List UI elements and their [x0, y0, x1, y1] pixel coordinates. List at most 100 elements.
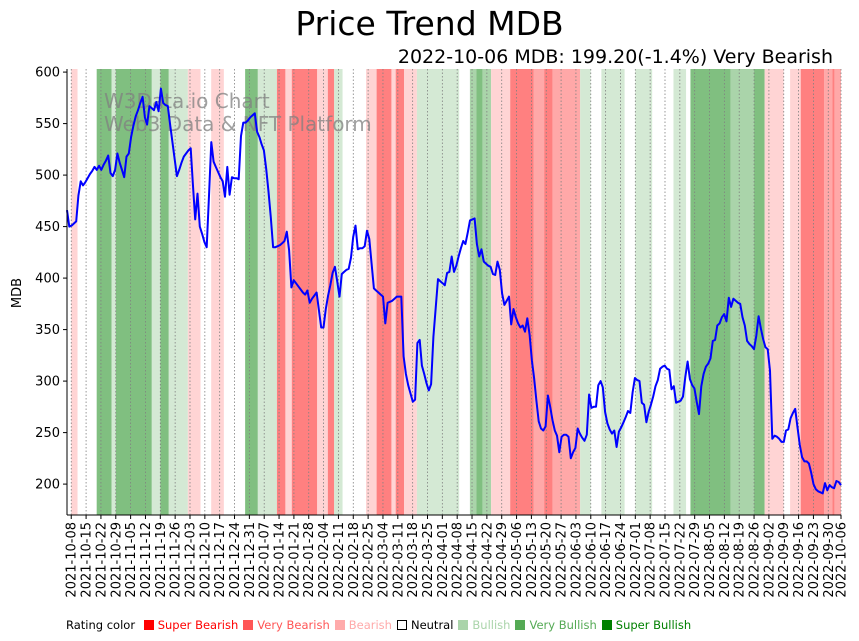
rating-band-bullish [416, 69, 460, 515]
legend-swatch [334, 620, 345, 630]
x-tick-label: 2021-11-12 [139, 522, 154, 598]
x-tick-label: 2021-11-26 [169, 522, 184, 598]
rating-band-neutral [652, 69, 674, 515]
x-tick-label: 2022-04-22 [480, 522, 495, 598]
x-tick-label: 2021-12-31 [243, 522, 258, 598]
x-tick-label: 2021-12-03 [183, 522, 198, 598]
rating-band-neutral [200, 69, 212, 515]
axes [66, 69, 841, 516]
vertical-gridlines [70, 69, 842, 515]
legend-swatch [458, 620, 469, 630]
x-tick-label: 2021-12-17 [213, 522, 228, 598]
x-tick-label: 2022-09-23 [807, 522, 822, 598]
x-tick-label: 2022-09-09 [777, 522, 792, 598]
x-tick-label: 2022-09-02 [762, 522, 777, 598]
x-tick-label: 2022-03-04 [376, 522, 391, 598]
x-tick-label: 2022-06-24 [614, 522, 629, 598]
x-tick-label: 2022-05-13 [525, 522, 540, 598]
y-tick-label: 550 [35, 117, 60, 132]
rating-band-bullish-mid [469, 69, 477, 515]
x-tick-label: 2021-10-08 [65, 522, 80, 598]
rating-band-very-bullish [245, 69, 258, 515]
x-tick-label: 2022-06-03 [569, 522, 584, 598]
legend: Rating color Super Bearish Very Bearish Be… [66, 618, 696, 632]
legend-item: Neutral [396, 618, 454, 632]
legend-item: Very Bullish [515, 618, 597, 632]
rating-band-bullish [580, 69, 591, 515]
y-tick-label: 400 [35, 272, 60, 287]
x-tick-label: 2022-02-18 [347, 522, 362, 598]
legend-swatch [396, 620, 407, 630]
y-tick-label: 350 [35, 323, 60, 338]
x-tick-label: 2022-07-22 [673, 522, 688, 598]
chart-title: Price Trend MDB [295, 4, 564, 43]
x-tick-label: 2022-07-08 [644, 522, 659, 598]
rating-band-bearish-mid [533, 69, 545, 515]
price-series [66, 87, 842, 495]
legend-label: Very Bearish [257, 618, 330, 632]
legend-label: Bearish [348, 618, 392, 632]
legend-label: Bullish [472, 618, 511, 632]
rating-band-bearish-mid [834, 69, 841, 515]
rating-band-neutral [342, 69, 366, 515]
rating-band-neutral [590, 69, 602, 515]
x-tick-label: 2022-03-25 [421, 522, 436, 598]
y-axis-label: MDB [10, 278, 25, 308]
y-tick-label: 600 [35, 66, 60, 81]
rating-band-neutral [459, 69, 470, 515]
rating-band-bearish [391, 69, 396, 515]
x-tick-label: 2022-02-04 [317, 522, 332, 598]
legend-swatch [515, 620, 526, 630]
watermark-line-1: W3Data.io Chart [104, 89, 270, 113]
legend-item: Bullish [458, 618, 510, 632]
y-tick-label: 300 [35, 375, 60, 390]
x-tick-label: 2021-10-29 [109, 522, 124, 598]
rating-band-neutral [783, 69, 791, 515]
x-tick-label: 2022-08-26 [748, 522, 763, 598]
y-axis-ticks: 200 250 300 350 400 450 500 550 600 [35, 66, 67, 493]
rating-band-bearish [365, 69, 377, 515]
y-tick-label: 500 [35, 169, 60, 184]
rating-band-very-bearish [832, 69, 835, 515]
rating-band-bearish [71, 69, 78, 515]
x-tick-label: 2022-09-30 [822, 522, 837, 598]
rating-band-very-bearish [544, 69, 553, 515]
rating-band-bullish [151, 69, 161, 515]
x-tick-label: 2022-02-11 [332, 522, 347, 598]
x-tick-label: 2022-09-16 [792, 522, 807, 598]
rating-band-very-bullish [476, 69, 483, 515]
x-tick-label: 2022-01-21 [287, 522, 302, 598]
legend-item: Bearish [334, 618, 392, 632]
rating-band-bearish [187, 69, 201, 515]
legend-label: Super Bullish [615, 618, 692, 632]
x-tick-label: 2022-07-15 [658, 522, 673, 598]
rating-band-bearish [285, 69, 292, 515]
rating-band-very-bullish [754, 69, 765, 515]
legend-label: Neutral [410, 618, 454, 632]
rating-band-very-bearish [510, 69, 534, 515]
rating-band-neutral [67, 69, 72, 515]
legend-swatch [601, 620, 612, 630]
y-tick-label: 450 [35, 220, 60, 235]
rating-band-very-bearish [276, 69, 286, 515]
rating-band-bearish [404, 69, 417, 515]
x-tick-label: 2021-10-22 [94, 522, 109, 598]
x-tick-label: 2022-01-14 [273, 522, 288, 598]
rating-band-bearish [211, 69, 224, 515]
legend-title: Rating color [66, 618, 136, 632]
x-tick-label: 2022-08-12 [718, 522, 733, 598]
x-tick-label: 2022-04-29 [495, 522, 510, 598]
x-tick-label: 2022-05-06 [510, 522, 525, 598]
rating-band-bullish [111, 69, 116, 515]
rating-band-very-bearish [376, 69, 392, 515]
legend-item: Super Bullish [601, 618, 692, 632]
x-tick-label: 2022-04-01 [436, 522, 451, 598]
x-tick-label: 2021-10-15 [80, 522, 95, 598]
rating-band-very-bullish [160, 69, 169, 515]
y-tick-label: 200 [35, 478, 60, 493]
x-tick-label: 2022-08-05 [703, 522, 718, 598]
x-tick-label: 2022-06-10 [584, 522, 599, 598]
x-tick-label: 2022-06-17 [599, 522, 614, 598]
rating-band-bearish-mid [824, 69, 833, 515]
